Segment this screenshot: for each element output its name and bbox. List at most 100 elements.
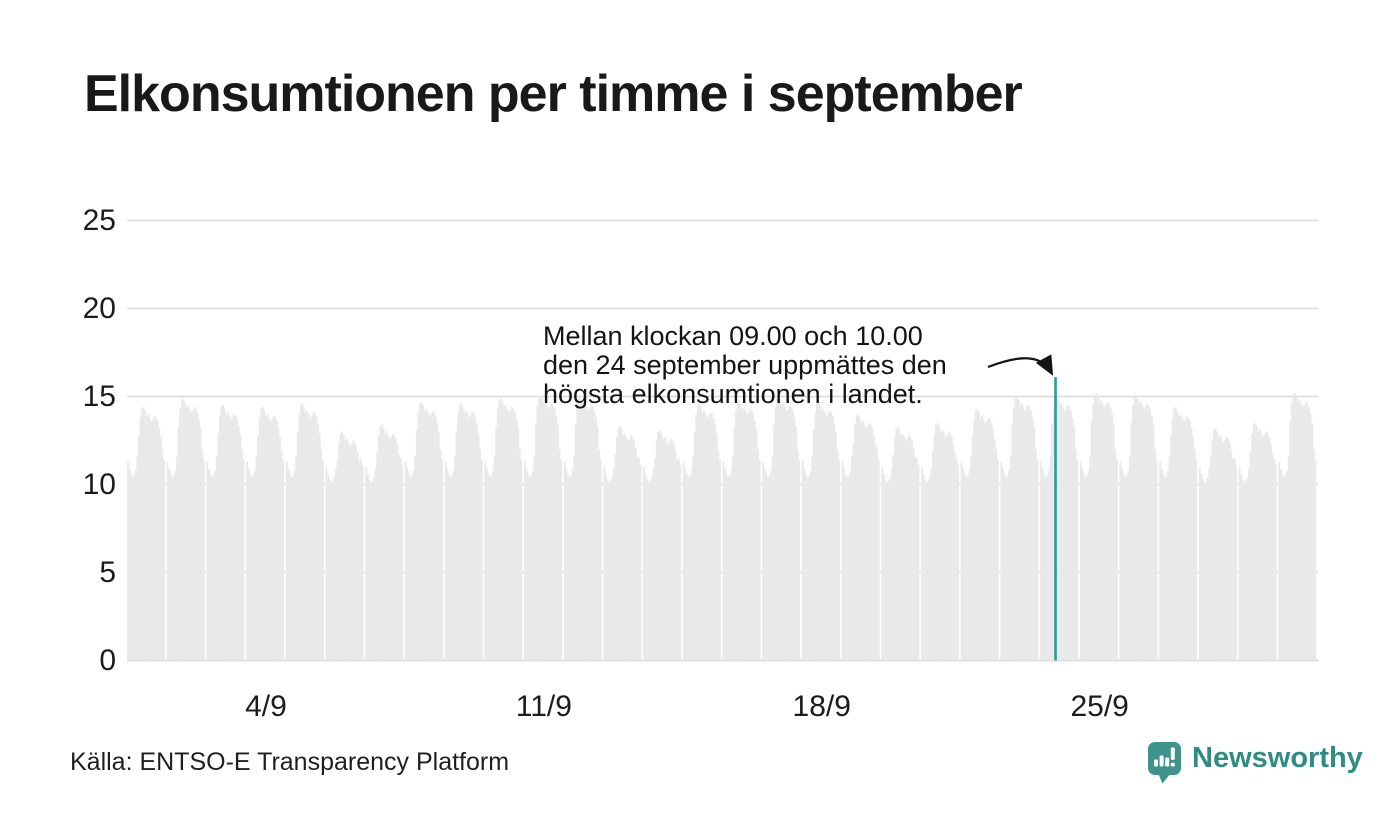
bar-16/9-h19 — [752, 414, 755, 661]
bar-27/9-h18 — [1187, 417, 1190, 661]
bar-17/9-h17 — [788, 405, 791, 661]
bar-15/9-h4 — [689, 475, 692, 661]
bar-21/9-h23 — [957, 465, 960, 661]
bar-11/9-h4 — [530, 475, 533, 661]
bar-3/9-h18 — [234, 415, 237, 661]
bar-4/9-h4 — [252, 475, 255, 661]
bar-28/9-h22 — [1233, 458, 1236, 661]
bar-26/9-h1 — [1121, 468, 1123, 661]
bar-28/9-h6 — [1208, 468, 1211, 661]
bar-2/9-h2 — [169, 473, 172, 661]
bar-27/9-h5 — [1167, 470, 1169, 661]
bar-12/9-h13 — [584, 403, 587, 661]
bar-8/9-h1 — [406, 468, 409, 661]
bar-23/9-h8 — [1012, 407, 1015, 661]
hourly-bars — [127, 392, 1317, 661]
bar-26/9-h18 — [1147, 405, 1150, 661]
bar-23/9-h5 — [1008, 470, 1011, 661]
bar-21/9-h6 — [930, 468, 933, 661]
bar-15/9-h13 — [703, 410, 706, 661]
bar-28/9-h17 — [1225, 436, 1228, 661]
bar-5/9-h17 — [312, 412, 315, 661]
bar-24/9-h3 — [1044, 477, 1047, 661]
bar-20/9-h22 — [915, 458, 918, 661]
bar-6/9-h22 — [360, 458, 362, 661]
bar-20/9-h7 — [892, 454, 895, 661]
bar-9/9-h18 — [472, 414, 475, 661]
bar-27/9-h7 — [1170, 435, 1173, 661]
bar-11/9-h1 — [525, 468, 528, 661]
bar-4/9-h9 — [260, 408, 263, 661]
bar-7/9-h11 — [382, 428, 385, 661]
bar-27/9-h11 — [1176, 410, 1179, 661]
bar-14/9-h10 — [658, 429, 661, 661]
bar-7/9-h1 — [366, 473, 369, 661]
bar-26/9-h21 — [1152, 424, 1155, 661]
bar-13/9-h11 — [620, 429, 623, 661]
bar-11/9-h6 — [533, 456, 536, 661]
bar-5/9-h13 — [306, 410, 309, 661]
bar-30/9-h10 — [1294, 392, 1296, 661]
bar-14/9-h2 — [646, 479, 649, 661]
bar-24/9-h5 — [1047, 470, 1050, 661]
bar-24/9-h0 — [1040, 461, 1043, 661]
bar-21/9-h12 — [939, 431, 942, 661]
bar-26/9-h14 — [1141, 405, 1144, 661]
bar-18/9-h8 — [814, 412, 817, 661]
bar-9/9-h15 — [468, 417, 471, 661]
bar-24/9-h7 — [1051, 424, 1054, 661]
bar-2/9-h12 — [185, 407, 188, 661]
bar-11/9-h5 — [531, 470, 534, 661]
bar-24/9-h21 — [1073, 426, 1076, 661]
bar-2/9-h15 — [190, 412, 193, 661]
bar-18/9-h18 — [830, 412, 833, 661]
bar-13/9-h5 — [611, 477, 614, 661]
bar-25/9-h5 — [1087, 470, 1090, 661]
bar-28/9-h21 — [1231, 458, 1234, 661]
bar-10/9-h7 — [495, 426, 498, 661]
bar-21/9-h1 — [922, 473, 925, 661]
bar-9/9-h3 — [449, 477, 452, 661]
bar-10/9-h3 — [489, 477, 491, 661]
bar-11/9-h11 — [541, 398, 544, 661]
bar-23/9-h21 — [1033, 426, 1036, 661]
bar-24/9-h4 — [1046, 475, 1049, 661]
bar-22/9-h17 — [987, 417, 990, 661]
bar-9/9-h10 — [460, 403, 463, 661]
bar-16/9-h6 — [731, 456, 734, 661]
bar-9/9-h5 — [452, 470, 455, 661]
bar-30/9-h3 — [1283, 477, 1285, 661]
newsworthy-logo[interactable]: Newsworthy — [1147, 741, 1363, 784]
bar-29/9-h22 — [1273, 458, 1276, 661]
bar-7/9-h9 — [379, 426, 382, 661]
bar-4/9-h10 — [261, 407, 264, 661]
bar-30/9-h11 — [1295, 396, 1298, 661]
bar-1/9-h0 — [127, 461, 129, 661]
bar-25/9-h7 — [1090, 421, 1093, 661]
bar-28/9-h12 — [1217, 436, 1220, 661]
bar-6/9-h6 — [334, 468, 337, 661]
bar-17/9-h11 — [779, 400, 782, 661]
bar-29/9-h21 — [1271, 452, 1274, 661]
bar-29/9-h20 — [1270, 444, 1272, 661]
bar-9/9-h13 — [465, 410, 467, 661]
bar-8/9-h9 — [419, 403, 421, 661]
bar-22/9-h15 — [984, 422, 987, 661]
bar-3/9-h21 — [239, 435, 242, 661]
bar-16/9-h13 — [742, 407, 745, 661]
bar-8/9-h4 — [411, 475, 414, 661]
bar-18/9-h2 — [805, 473, 807, 661]
bar-29/9-h14 — [1260, 433, 1263, 661]
bar-9/9-h1 — [446, 468, 449, 661]
bar-12/9-h6 — [573, 456, 576, 661]
bar-17/9-h10 — [777, 396, 780, 661]
bar-14/9-h15 — [666, 444, 669, 661]
x-axis-tick-label-25-9: 25/9 — [1070, 690, 1129, 723]
bar-3/9-h11 — [223, 408, 226, 661]
bar-20/9-h16 — [906, 438, 909, 661]
y-axis-tick-label-25: 25 — [82, 203, 116, 237]
bar-16/9-h22 — [757, 449, 759, 661]
bar-1/9-h2 — [130, 473, 133, 661]
bar-7/9-h21 — [398, 454, 401, 661]
bar-10/9-h8 — [496, 408, 499, 661]
